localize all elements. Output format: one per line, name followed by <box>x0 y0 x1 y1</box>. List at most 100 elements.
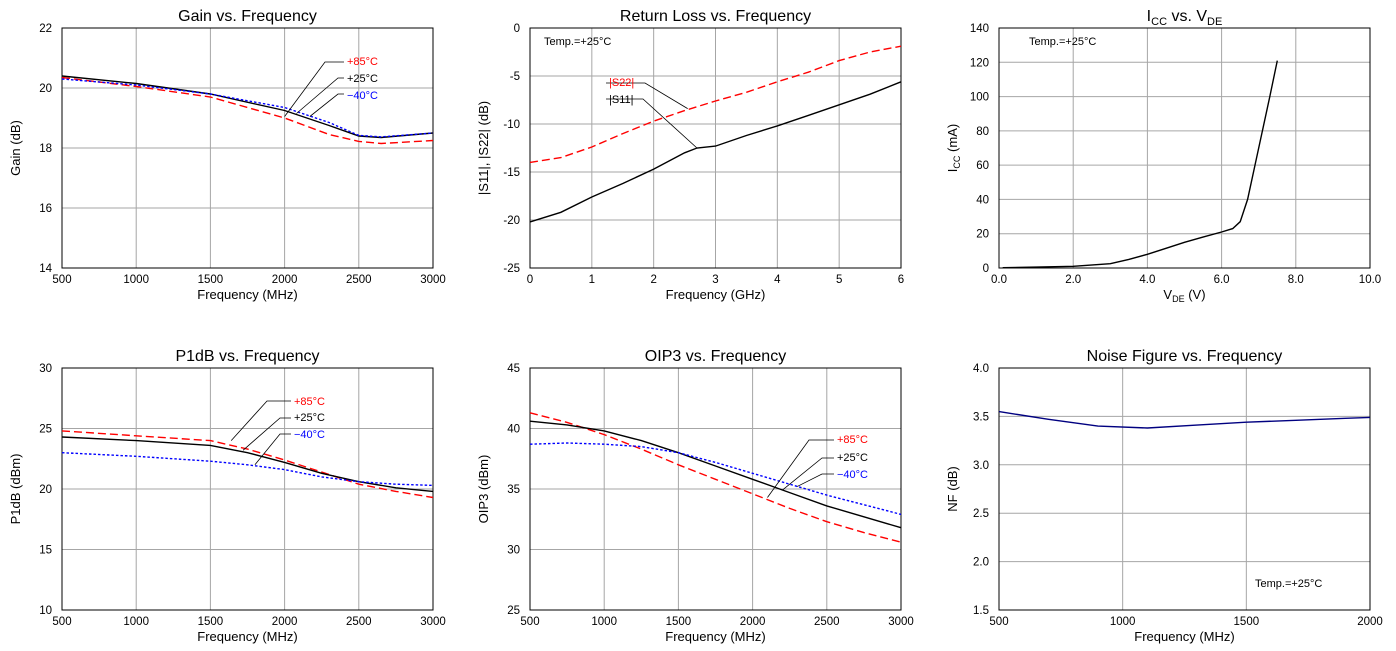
y-tick-label: -20 <box>503 215 520 227</box>
y-tick-label: 20 <box>39 484 52 496</box>
x-tick-label: 2500 <box>814 616 840 628</box>
series-line-1 <box>529 45 902 164</box>
y-tick-label: 4.0 <box>973 363 989 375</box>
x-tick-label: 500 <box>989 616 1008 628</box>
y-tick-label: 20 <box>976 229 989 241</box>
y-axis-label: OIP3 (dBm) <box>476 455 491 524</box>
x-tick-label: 4 <box>774 274 781 286</box>
x-axis-label: Frequency (MHz) <box>197 629 297 644</box>
series-line-2 <box>529 81 902 223</box>
y-axis-label: NF (dB) <box>945 466 960 512</box>
y-tick-label: -25 <box>503 263 520 275</box>
y-tick-label: 30 <box>39 363 52 375</box>
y-axis-label: ICC (mA) <box>945 124 962 172</box>
series-leader-line <box>767 439 834 498</box>
x-tick-label: 2 <box>650 274 656 286</box>
x-tick-label: 500 <box>52 616 71 628</box>
y-tick-label: 16 <box>39 203 52 215</box>
series-leader-line <box>284 61 344 117</box>
series-leader-line <box>309 93 344 117</box>
chart-title: Return Loss vs. Frequency <box>620 8 811 25</box>
series-label: +85°C <box>294 396 325 408</box>
x-tick-label: 1000 <box>1110 616 1136 628</box>
series-leader-line <box>606 82 688 109</box>
series-leader-line <box>296 77 344 114</box>
y-tick-label: 20 <box>39 83 52 95</box>
y-axis-label: P1dB (dBm) <box>8 454 23 525</box>
y-tick-label: -15 <box>503 167 520 179</box>
series-label: −40°C <box>347 90 378 102</box>
series-line-2 <box>61 436 434 493</box>
y-tick-label: 35 <box>507 484 520 496</box>
y-tick-label: 2.5 <box>973 508 989 520</box>
y-tick-label: 0 <box>983 263 989 275</box>
series-line-1 <box>998 410 1371 429</box>
series-label: +25°C <box>294 412 325 424</box>
y-tick-label: 45 <box>507 363 520 375</box>
x-axis-label: Frequency (MHz) <box>1134 629 1234 644</box>
x-tick-label: 2.0 <box>1065 274 1081 286</box>
y-tick-label: -10 <box>503 119 520 131</box>
x-axis-label: VDE (V) <box>1163 287 1205 304</box>
chart-5: 500 1000 1500 2000 2500 3000 25 30 35 40 45 OIP3 vs… <box>476 348 914 644</box>
y-tick-label: 25 <box>507 605 520 617</box>
chart-title: Gain vs. Frequency <box>178 8 317 25</box>
y-tick-label: 40 <box>507 424 520 436</box>
plot-frame <box>61 367 434 611</box>
chart-6: 500 1000 1500 2000 1.5 2.0 2.5 3.0 3.5 4.0 Noise F… <box>945 348 1383 644</box>
y-tick-label: -5 <box>510 71 520 83</box>
x-tick-label: 1000 <box>591 616 617 628</box>
y-tick-label: 3.0 <box>973 460 989 472</box>
x-tick-label: 3 <box>712 274 718 286</box>
x-tick-label: 2500 <box>346 274 372 286</box>
plot-frame <box>998 367 1371 611</box>
x-tick-label: 1500 <box>198 616 224 628</box>
x-tick-label: 10.0 <box>1359 274 1381 286</box>
series-label: +25°C <box>837 452 868 464</box>
chart-title: P1dB vs. Frequency <box>175 348 319 365</box>
series-line-1 <box>61 430 434 499</box>
series-line-1 <box>529 412 902 543</box>
y-tick-label: 80 <box>976 126 989 138</box>
x-tick-label: 1500 <box>666 616 692 628</box>
x-axis-label: Frequency (MHz) <box>197 287 297 302</box>
y-axis-label: |S11|, |S22| (dB) <box>476 101 491 195</box>
temperature-annotation: Temp.=+25°C <box>1255 578 1322 590</box>
y-axis-label: Gain (dB) <box>8 120 23 176</box>
chart-title: Noise Figure vs. Frequency <box>1087 348 1283 365</box>
y-tick-label: 140 <box>970 23 989 35</box>
x-tick-label: 0 <box>527 274 533 286</box>
x-tick-label: 2000 <box>1357 616 1383 628</box>
x-tick-label: 1500 <box>1234 616 1260 628</box>
x-tick-label: 3000 <box>420 616 446 628</box>
series-line-1 <box>61 76 434 145</box>
chart-4: 500 1000 1500 2000 2500 3000 10 15 20 25 30 P1dB vs… <box>8 348 446 644</box>
x-tick-label: 500 <box>520 616 539 628</box>
chart-1: 500 1000 1500 2000 2500 3000 14 16 18 20 22 Gain vs… <box>8 8 446 302</box>
x-tick-label: 3000 <box>888 616 914 628</box>
y-tick-label: 10 <box>39 605 52 617</box>
y-tick-label: 100 <box>970 92 989 104</box>
series-leader-line <box>782 457 834 491</box>
y-tick-label: 1.5 <box>973 605 989 617</box>
y-tick-label: 0 <box>514 23 520 35</box>
y-tick-label: 2.0 <box>973 557 989 569</box>
temperature-annotation: Temp.=+25°C <box>1029 36 1096 48</box>
series-leader-line <box>230 400 291 441</box>
x-tick-label: 4.0 <box>1139 274 1155 286</box>
y-tick-label: 40 <box>976 194 989 206</box>
series-label: +85°C <box>837 434 868 446</box>
y-tick-label: 15 <box>39 545 52 557</box>
x-tick-label: 2000 <box>272 274 298 286</box>
series-label: +25°C <box>347 73 378 85</box>
series-label: |S11| <box>609 94 633 106</box>
series-label: −40°C <box>294 429 325 441</box>
y-tick-label: 30 <box>507 545 520 557</box>
series-label: −40°C <box>837 469 868 481</box>
x-axis-label: Frequency (GHz) <box>666 287 766 302</box>
chart-2: 0 1 2 3 4 5 6 -25 -20 -15 -10 -5 0 Return Loss vs. Fr… <box>476 8 904 302</box>
y-tick-label: 60 <box>976 160 989 172</box>
x-tick-label: 2000 <box>740 616 766 628</box>
x-tick-label: 3000 <box>420 274 446 286</box>
